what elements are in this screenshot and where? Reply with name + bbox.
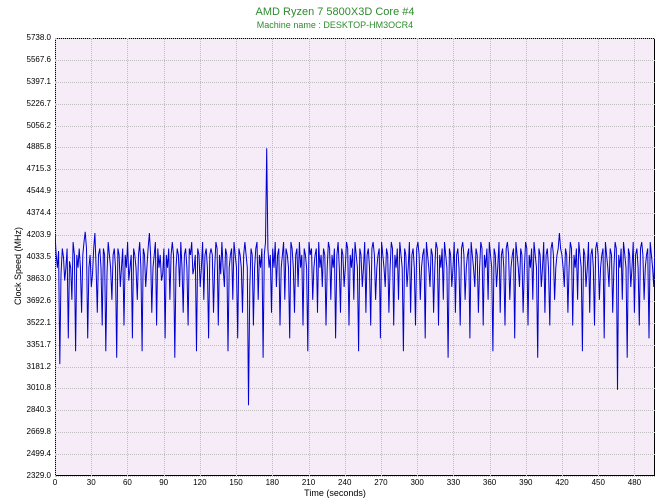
- chart-title: AMD Ryzen 7 5800X3D Core #4: [0, 6, 670, 18]
- xtick-label: 300: [402, 478, 432, 487]
- ytick-label: 2840.3: [15, 405, 51, 414]
- ytick-label: 2669.8: [15, 427, 51, 436]
- xtick-label: 30: [76, 478, 106, 487]
- gridline-h: [55, 476, 655, 477]
- ytick-label: 5738.0: [15, 33, 51, 42]
- ytick-label: 4715.3: [15, 164, 51, 173]
- xtick-label: 0: [40, 478, 70, 487]
- ytick-label: 5397.1: [15, 77, 51, 86]
- ytick-label: 4544.9: [15, 186, 51, 195]
- ytick-label: 5056.2: [15, 121, 51, 130]
- ytick-label: 3692.6: [15, 296, 51, 305]
- xtick-label: 390: [511, 478, 541, 487]
- xtick-label: 180: [257, 478, 287, 487]
- ytick-label: 4374.4: [15, 208, 51, 217]
- x-axis-label: Time (seconds): [0, 488, 670, 498]
- clock-speed-series: [55, 38, 655, 476]
- ytick-label: 3010.8: [15, 383, 51, 392]
- ytick-label: 4885.8: [15, 142, 51, 151]
- ytick-label: 3181.2: [15, 362, 51, 371]
- xtick-label: 330: [438, 478, 468, 487]
- xtick-label: 210: [294, 478, 324, 487]
- ytick-label: 3351.7: [15, 340, 51, 349]
- chart-subtitle: Machine name : DESKTOP-HM3OCR4: [0, 20, 670, 30]
- xtick-label: 240: [330, 478, 360, 487]
- xtick-label: 420: [547, 478, 577, 487]
- xtick-label: 120: [185, 478, 215, 487]
- xtick-label: 60: [112, 478, 142, 487]
- xtick-label: 450: [583, 478, 613, 487]
- ytick-label: 3522.1: [15, 318, 51, 327]
- ytick-label: 3863.0: [15, 274, 51, 283]
- xtick-label: 270: [366, 478, 396, 487]
- ytick-label: 2499.4: [15, 449, 51, 458]
- xtick-label: 360: [475, 478, 505, 487]
- ytick-label: 5226.7: [15, 99, 51, 108]
- xtick-label: 480: [619, 478, 649, 487]
- ytick-label: 4203.9: [15, 230, 51, 239]
- ytick-label: 4033.5: [15, 252, 51, 261]
- xtick-label: 90: [149, 478, 179, 487]
- ytick-label: 5567.6: [15, 55, 51, 64]
- xtick-label: 150: [221, 478, 251, 487]
